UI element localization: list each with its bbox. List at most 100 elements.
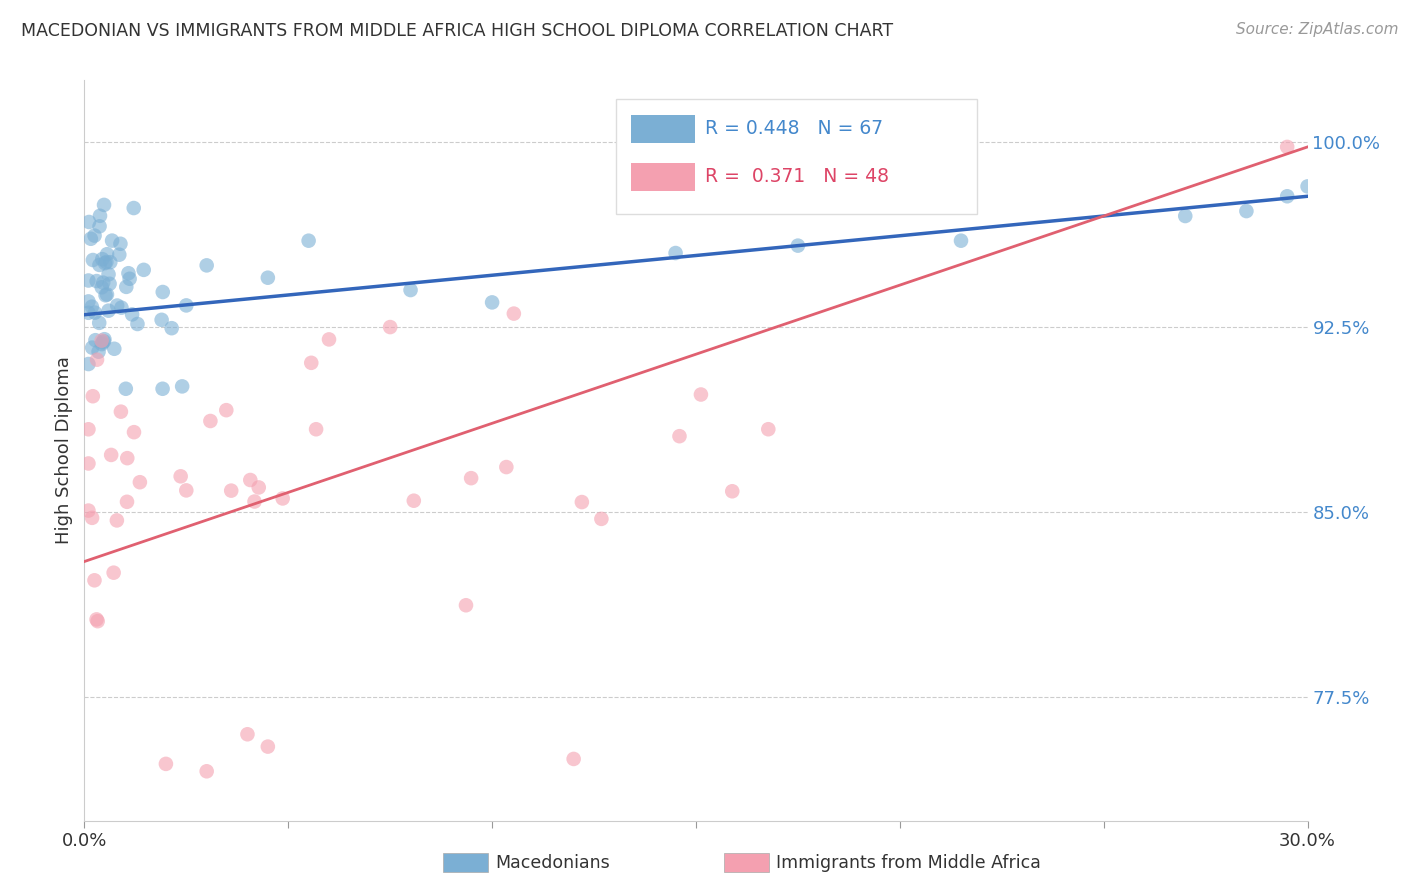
Point <box>91 252 114 267</box>
Point <box>96 247 118 261</box>
Point <box>169 469 191 483</box>
Point <box>122 201 145 215</box>
Text: MACEDONIAN VS IMMIGRANTS FROM MIDDLE AFRICA HIGH SCHOOL DIPLOMA CORRELATION CHAR: MACEDONIAN VS IMMIGRANTS FROM MIDDLE AFR… <box>21 22 893 40</box>
FancyBboxPatch shape <box>631 115 695 144</box>
Point <box>117 266 139 280</box>
Point <box>172 379 194 393</box>
Point <box>103 342 125 356</box>
Point <box>101 234 124 248</box>
Point <box>105 299 128 313</box>
Point <box>82 511 104 525</box>
Point <box>1236 204 1258 219</box>
Point <box>97 268 120 282</box>
Text: R =  0.371   N = 48: R = 0.371 N = 48 <box>704 167 889 186</box>
Point <box>91 276 114 290</box>
Point <box>318 332 340 346</box>
Point <box>215 403 238 417</box>
Point <box>89 209 111 223</box>
Point <box>495 460 517 475</box>
Point <box>298 234 321 248</box>
Point <box>77 306 100 320</box>
Point <box>77 457 100 471</box>
Point <box>103 566 125 580</box>
Point <box>91 335 114 350</box>
Point <box>121 307 143 321</box>
Point <box>83 305 105 319</box>
Point <box>690 387 713 401</box>
Point <box>77 503 100 517</box>
Point <box>756 422 779 436</box>
Point <box>77 273 100 287</box>
Point <box>96 287 118 301</box>
Point <box>93 334 115 349</box>
Point <box>105 513 128 527</box>
Point <box>98 277 121 291</box>
Point <box>77 422 100 436</box>
Point <box>96 255 118 269</box>
Point <box>80 300 103 314</box>
Point <box>82 252 104 267</box>
Point <box>591 512 613 526</box>
Point <box>665 246 688 260</box>
Point <box>257 270 280 285</box>
Point <box>127 317 149 331</box>
Point <box>86 274 108 288</box>
Point <box>174 298 197 312</box>
Point <box>460 471 482 485</box>
Point <box>380 320 402 334</box>
Point <box>195 764 218 779</box>
FancyBboxPatch shape <box>631 163 695 191</box>
Point <box>219 483 242 498</box>
Point <box>84 333 107 347</box>
Point <box>118 272 141 286</box>
Point <box>562 752 585 766</box>
Point <box>82 389 104 403</box>
Point <box>80 232 103 246</box>
Point <box>174 483 197 498</box>
Point <box>247 480 270 494</box>
Point <box>481 295 503 310</box>
Point <box>787 238 810 252</box>
Point <box>243 494 266 508</box>
Point <box>93 332 115 346</box>
Point <box>115 495 138 509</box>
Text: Macedonians: Macedonians <box>495 854 610 871</box>
Point <box>94 256 117 270</box>
Point <box>86 352 108 367</box>
Text: Source: ZipAtlas.com: Source: ZipAtlas.com <box>1236 22 1399 37</box>
Point <box>87 344 110 359</box>
Point <box>86 612 108 626</box>
Point <box>77 357 100 371</box>
Point <box>90 337 112 351</box>
Point <box>299 356 322 370</box>
Point <box>305 422 328 436</box>
Point <box>571 495 593 509</box>
Point <box>89 219 111 234</box>
Point <box>160 321 183 335</box>
Point <box>94 288 117 302</box>
Y-axis label: High School Diploma: High School Diploma <box>55 357 73 544</box>
Point <box>108 248 131 262</box>
Point <box>117 451 139 466</box>
Point <box>77 294 100 309</box>
Point <box>100 448 122 462</box>
Point <box>98 255 121 269</box>
Point <box>115 280 138 294</box>
Point <box>122 425 145 439</box>
Point <box>89 316 111 330</box>
FancyBboxPatch shape <box>616 99 977 213</box>
Point <box>721 484 744 499</box>
Point <box>200 414 222 428</box>
Point <box>1174 209 1197 223</box>
Point <box>110 301 132 315</box>
Point <box>950 234 973 248</box>
Point <box>90 280 112 294</box>
Point <box>150 313 173 327</box>
Point <box>77 215 100 229</box>
Point <box>132 263 155 277</box>
Point <box>155 756 177 771</box>
Point <box>271 491 294 506</box>
Point <box>83 574 105 588</box>
Point <box>83 228 105 243</box>
Text: Immigrants from Middle Africa: Immigrants from Middle Africa <box>776 854 1040 871</box>
